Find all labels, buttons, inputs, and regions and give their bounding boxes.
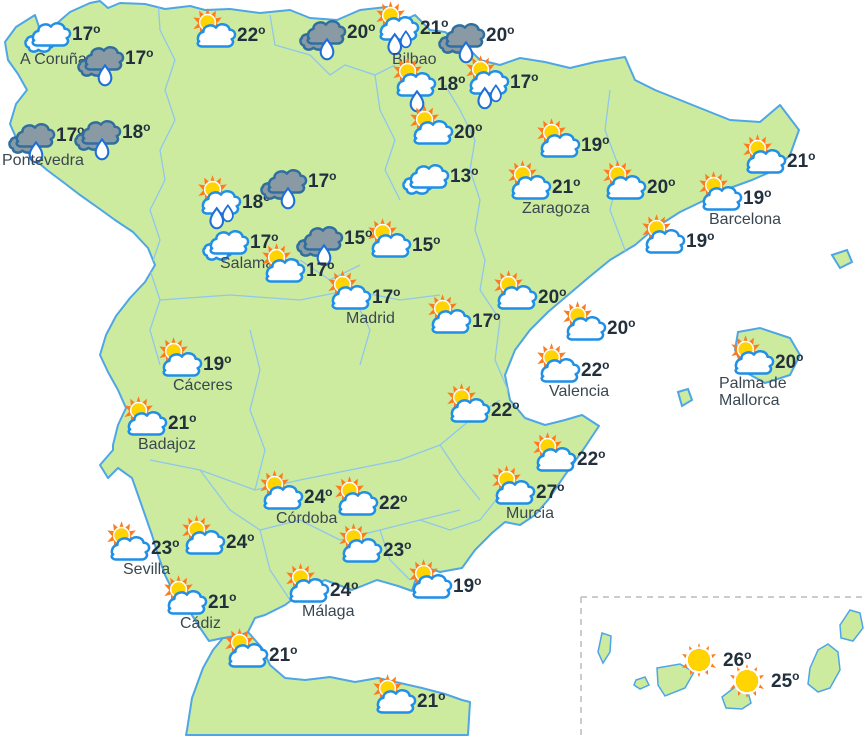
svg-text:19o: 19o (686, 229, 714, 252)
svg-text:19o: 19o (743, 186, 771, 209)
svg-text:Badajoz: Badajoz (138, 436, 196, 453)
svg-text:Murcia: Murcia (506, 505, 554, 522)
svg-text:22o: 22o (581, 358, 609, 381)
svg-text:Pontevedra: Pontevedra (2, 152, 84, 169)
svg-text:Málaga: Málaga (302, 603, 355, 620)
svg-text:Madrid: Madrid (346, 310, 395, 327)
svg-text:Valencia: Valencia (549, 383, 609, 400)
svg-text:20o: 20o (486, 23, 514, 46)
svg-text:Palma de: Palma de (719, 375, 787, 392)
svg-text:Sevilla: Sevilla (123, 561, 170, 578)
svg-text:Cáceres: Cáceres (173, 377, 233, 394)
svg-text:Mallorca: Mallorca (719, 392, 780, 409)
svg-text:20o: 20o (538, 285, 566, 308)
svg-text:24o: 24o (330, 578, 358, 601)
svg-text:27o: 27o (536, 480, 564, 503)
svg-text:Barcelona: Barcelona (709, 211, 781, 228)
svg-text:22o: 22o (577, 447, 605, 470)
svg-text:25o: 25o (771, 669, 799, 692)
svg-text:20o: 20o (607, 316, 635, 339)
svg-text:21o: 21o (269, 643, 297, 666)
svg-text:20o: 20o (775, 350, 803, 373)
svg-text:21o: 21o (787, 149, 815, 172)
svg-text:Cádiz: Cádiz (180, 615, 221, 632)
svg-text:A Coruña: A Coruña (20, 51, 87, 68)
svg-text:Zaragoza: Zaragoza (522, 200, 590, 217)
svg-text:Córdoba: Córdoba (276, 510, 337, 527)
svg-text:19o: 19o (453, 574, 481, 597)
